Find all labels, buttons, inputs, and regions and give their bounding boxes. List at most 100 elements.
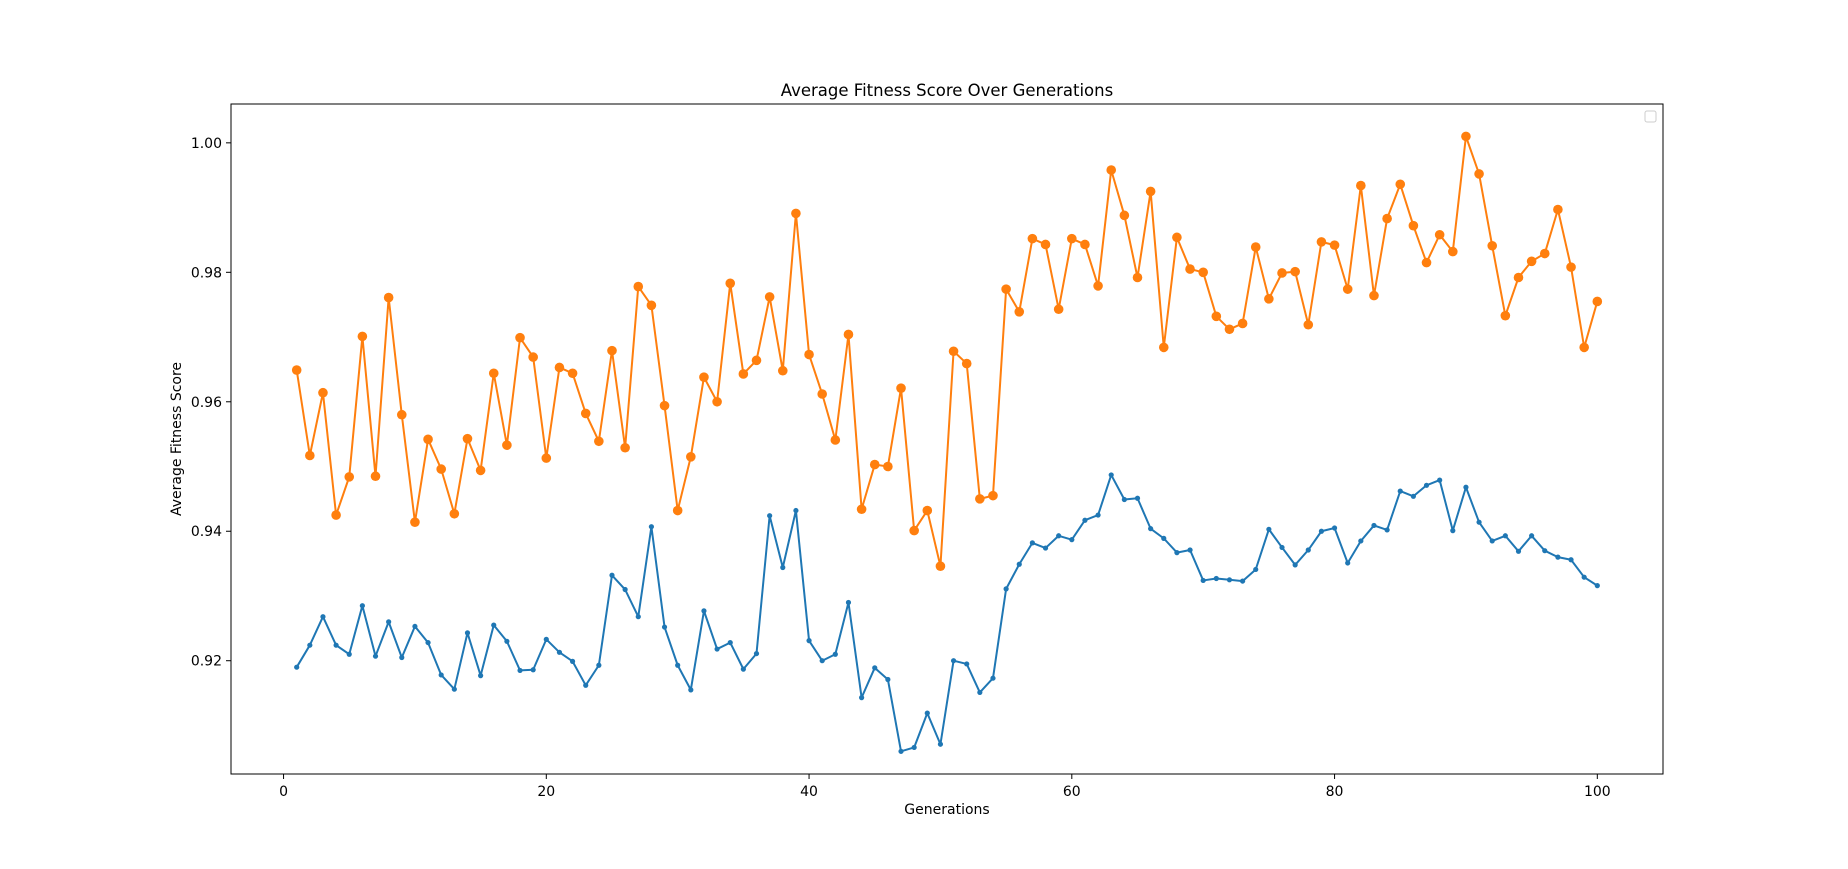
series-1-point: [1003, 586, 1009, 592]
series-2-point: [423, 434, 433, 445]
series-1-point: [1240, 578, 1246, 584]
series-2-point: [817, 389, 827, 399]
series-2-point: [1067, 233, 1077, 244]
series-1-point: [556, 649, 563, 655]
series-1-point: [859, 695, 865, 701]
series-2-point: [1448, 246, 1458, 257]
series-2-point: [541, 453, 552, 463]
series-1-point: [1437, 477, 1443, 483]
series-1-point: [438, 672, 444, 678]
series-1-point: [294, 664, 300, 670]
series-2-point: [318, 387, 328, 398]
series-1-point: [1555, 554, 1561, 560]
series-2-point: [896, 383, 906, 393]
series-2-point: [1198, 267, 1208, 278]
series-1-point: [1358, 538, 1364, 544]
series-2-point: [370, 471, 381, 482]
series-2: [291, 131, 1603, 571]
series-2-point: [1027, 233, 1038, 244]
series-1-point: [675, 662, 681, 668]
series-1-point: [491, 622, 497, 628]
series-2-point: [449, 508, 460, 519]
chart-title: Average Fitness Score Over Generations: [781, 81, 1113, 100]
series-1-point: [1515, 548, 1522, 554]
plot-frame: [230, 103, 1664, 775]
series-2-point: [1158, 342, 1169, 353]
series-1-point: [950, 658, 957, 664]
y-tick-label: 0.92: [191, 654, 222, 670]
series-1-point: [701, 608, 707, 614]
series-2-point: [1316, 237, 1327, 247]
series-2-point: [1237, 318, 1248, 329]
series-1-point: [1187, 547, 1193, 553]
series-2-point: [948, 346, 959, 357]
series-1-point: [1279, 544, 1285, 551]
series-2-point: [1553, 204, 1563, 215]
series-1-point: [1174, 550, 1180, 556]
series-1-point: [1029, 540, 1035, 546]
series-1-point: [412, 623, 418, 630]
series-2-point: [1592, 296, 1603, 307]
series-1-point: [1410, 493, 1416, 499]
series-1-point: [648, 524, 655, 530]
series-1-point: [359, 603, 365, 609]
series-1-point: [885, 676, 891, 683]
series-2-point: [1395, 179, 1406, 190]
y-axis-label: Average Fitness Score: [169, 362, 185, 516]
series-1-point: [583, 682, 589, 688]
series-1-point: [937, 741, 944, 747]
series-2-point: [1040, 239, 1051, 250]
series-2-point: [383, 292, 394, 303]
series-1-point: [1318, 528, 1325, 534]
series-1-point: [1082, 517, 1088, 523]
series-1-point: [333, 642, 339, 648]
series-1-point: [569, 658, 576, 664]
series-1-point: [399, 654, 405, 661]
series-1-point: [1095, 512, 1101, 518]
series-2-point: [554, 362, 565, 373]
series-2-point: [305, 450, 315, 461]
x-tick-label: 100: [1584, 784, 1611, 800]
series-1-point: [451, 686, 457, 692]
x-tick-label: 80: [1326, 784, 1344, 800]
series-2-point: [1421, 257, 1432, 268]
x-tick-label: 20: [537, 784, 555, 800]
series-2-point: [1434, 229, 1445, 240]
series-2-point: [712, 396, 722, 407]
series-1-point: [727, 639, 733, 646]
series-2-point: [1132, 272, 1143, 283]
series-2-point: [1119, 210, 1130, 221]
series-2-point: [1014, 307, 1025, 317]
series-1-point: [622, 586, 628, 593]
series-1-point: [661, 624, 668, 630]
series-1-point: [635, 614, 641, 620]
series-2-point: [646, 300, 657, 311]
series-1-point: [1069, 537, 1075, 543]
series-1-point: [425, 639, 431, 646]
series-1-point: [346, 651, 352, 657]
series-2-point: [1329, 240, 1340, 250]
series-2-point: [1487, 240, 1498, 251]
series-2-point: [869, 459, 880, 470]
series-2-point: [1369, 290, 1379, 301]
series-2-point: [988, 490, 998, 501]
series-1-point: [1161, 535, 1167, 541]
x-tick-label: 0: [279, 784, 288, 800]
series-1-point: [1108, 472, 1114, 478]
x-tick-label: 60: [1063, 784, 1081, 800]
series-2-point: [922, 505, 933, 516]
series-1-point: [740, 666, 746, 672]
series-1-point: [688, 687, 694, 693]
series-2-point: [436, 464, 447, 474]
series-1-point: [1213, 575, 1219, 582]
series-1-point: [845, 599, 852, 606]
series-1-point: [504, 638, 510, 644]
series-1-point: [609, 572, 615, 578]
series-2-point: [1211, 311, 1222, 322]
series-2-point: [1356, 180, 1366, 191]
series-2-point: [975, 494, 985, 504]
series-2-point: [396, 409, 407, 420]
series-1-point: [517, 667, 523, 674]
series-1-point: [1253, 566, 1259, 573]
